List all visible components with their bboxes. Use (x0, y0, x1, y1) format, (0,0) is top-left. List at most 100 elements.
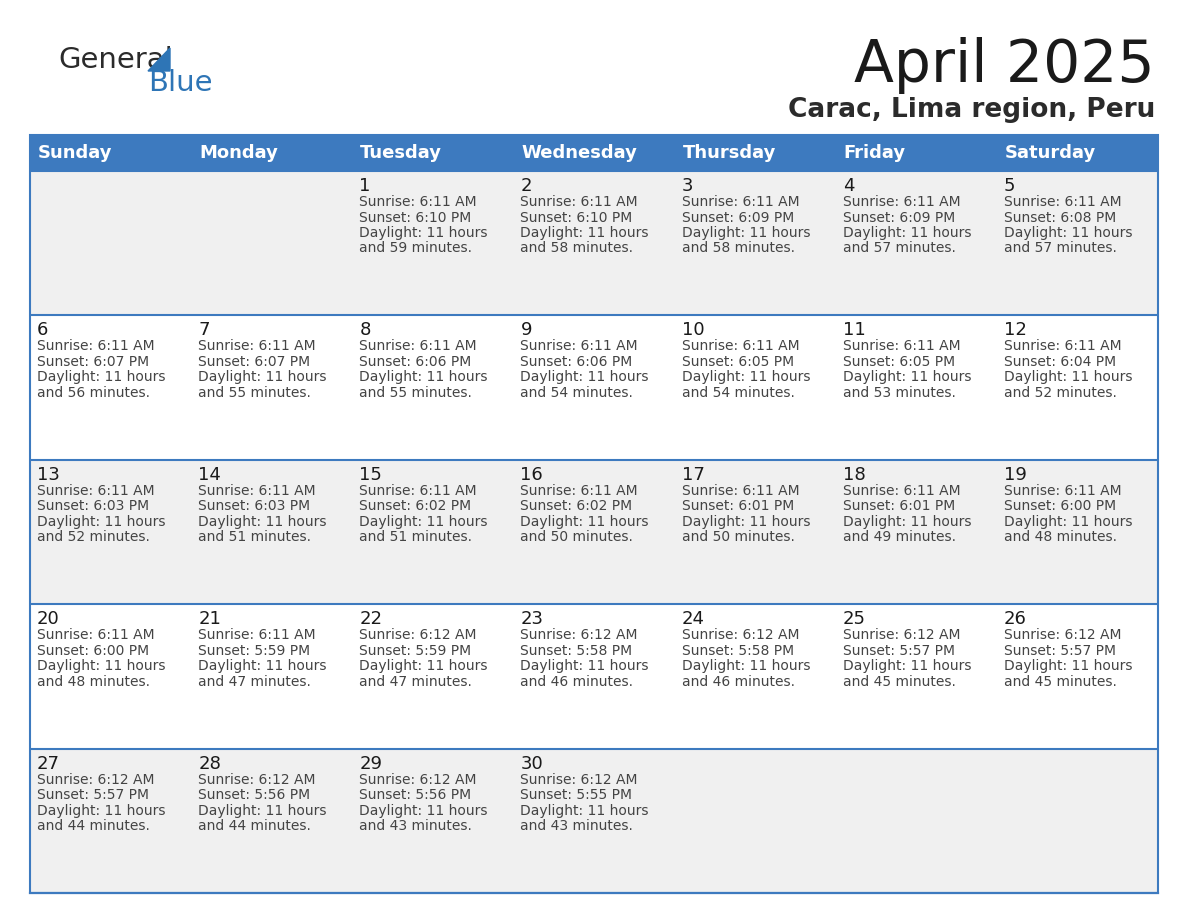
Text: and 47 minutes.: and 47 minutes. (359, 675, 472, 688)
Text: Sunset: 6:01 PM: Sunset: 6:01 PM (842, 499, 955, 513)
Text: and 57 minutes.: and 57 minutes. (1004, 241, 1117, 255)
Text: and 45 minutes.: and 45 minutes. (1004, 675, 1117, 688)
Text: and 51 minutes.: and 51 minutes. (359, 531, 473, 544)
Text: Daylight: 11 hours: Daylight: 11 hours (359, 803, 488, 818)
Text: Sunrise: 6:11 AM: Sunrise: 6:11 AM (359, 340, 476, 353)
Text: 29: 29 (359, 755, 383, 773)
Text: 14: 14 (198, 465, 221, 484)
Bar (30, 316, 1158, 460)
Bar (30, 135, 1158, 171)
Text: and 55 minutes.: and 55 minutes. (198, 386, 311, 400)
Text: Daylight: 11 hours: Daylight: 11 hours (682, 515, 810, 529)
Text: Sunrise: 6:11 AM: Sunrise: 6:11 AM (682, 340, 800, 353)
Text: Monday: Monday (200, 144, 278, 162)
Text: 25: 25 (842, 610, 866, 628)
Text: 12: 12 (1004, 321, 1026, 340)
Text: Sunset: 6:04 PM: Sunset: 6:04 PM (1004, 355, 1116, 369)
Text: 22: 22 (359, 610, 383, 628)
Text: Sunset: 6:02 PM: Sunset: 6:02 PM (359, 499, 472, 513)
Text: Sunset: 6:05 PM: Sunset: 6:05 PM (682, 355, 794, 369)
Text: Sunset: 6:10 PM: Sunset: 6:10 PM (359, 210, 472, 225)
Text: Daylight: 11 hours: Daylight: 11 hours (520, 803, 649, 818)
Text: and 53 minutes.: and 53 minutes. (842, 386, 955, 400)
Text: Daylight: 11 hours: Daylight: 11 hours (1004, 659, 1132, 673)
Text: Daylight: 11 hours: Daylight: 11 hours (37, 659, 165, 673)
Text: and 55 minutes.: and 55 minutes. (359, 386, 472, 400)
Text: Sunrise: 6:11 AM: Sunrise: 6:11 AM (1004, 484, 1121, 498)
Text: 7: 7 (198, 321, 209, 340)
Text: Daylight: 11 hours: Daylight: 11 hours (198, 370, 327, 385)
Text: and 45 minutes.: and 45 minutes. (842, 675, 955, 688)
Text: 6: 6 (37, 321, 49, 340)
Text: Sunrise: 6:11 AM: Sunrise: 6:11 AM (37, 628, 154, 643)
Text: Sunrise: 6:11 AM: Sunrise: 6:11 AM (842, 484, 960, 498)
Text: Sunset: 6:00 PM: Sunset: 6:00 PM (1004, 499, 1116, 513)
Text: Daylight: 11 hours: Daylight: 11 hours (682, 370, 810, 385)
Text: 11: 11 (842, 321, 866, 340)
Text: and 51 minutes.: and 51 minutes. (198, 531, 311, 544)
Text: Sunset: 6:06 PM: Sunset: 6:06 PM (359, 355, 472, 369)
Text: and 48 minutes.: and 48 minutes. (1004, 531, 1117, 544)
Text: and 47 minutes.: and 47 minutes. (198, 675, 311, 688)
Text: Daylight: 11 hours: Daylight: 11 hours (359, 659, 488, 673)
Text: Blue: Blue (148, 69, 213, 97)
Text: Sunset: 5:59 PM: Sunset: 5:59 PM (359, 644, 472, 657)
Text: Wednesday: Wednesday (522, 144, 637, 162)
Text: 8: 8 (359, 321, 371, 340)
Text: Sunrise: 6:11 AM: Sunrise: 6:11 AM (198, 484, 316, 498)
Text: and 52 minutes.: and 52 minutes. (37, 531, 150, 544)
Text: 26: 26 (1004, 610, 1026, 628)
Text: Sunset: 6:00 PM: Sunset: 6:00 PM (37, 644, 150, 657)
Bar (30, 604, 1158, 748)
Text: 9: 9 (520, 321, 532, 340)
Text: Sunset: 5:58 PM: Sunset: 5:58 PM (682, 644, 794, 657)
Text: Daylight: 11 hours: Daylight: 11 hours (359, 226, 488, 240)
Text: Thursday: Thursday (683, 144, 776, 162)
Text: Sunset: 6:10 PM: Sunset: 6:10 PM (520, 210, 633, 225)
Text: 17: 17 (682, 465, 704, 484)
Text: Sunrise: 6:11 AM: Sunrise: 6:11 AM (682, 484, 800, 498)
Polygon shape (148, 48, 170, 71)
Text: and 54 minutes.: and 54 minutes. (682, 386, 795, 400)
Text: Sunset: 6:09 PM: Sunset: 6:09 PM (842, 210, 955, 225)
Text: Sunrise: 6:11 AM: Sunrise: 6:11 AM (520, 195, 638, 209)
Text: Sunset: 6:08 PM: Sunset: 6:08 PM (1004, 210, 1116, 225)
Text: Daylight: 11 hours: Daylight: 11 hours (842, 226, 972, 240)
Text: Sunset: 6:06 PM: Sunset: 6:06 PM (520, 355, 633, 369)
Text: Sunset: 6:07 PM: Sunset: 6:07 PM (37, 355, 150, 369)
Text: 18: 18 (842, 465, 866, 484)
Text: and 50 minutes.: and 50 minutes. (520, 531, 633, 544)
Text: Daylight: 11 hours: Daylight: 11 hours (520, 515, 649, 529)
Text: Sunrise: 6:11 AM: Sunrise: 6:11 AM (37, 484, 154, 498)
Text: Sunrise: 6:12 AM: Sunrise: 6:12 AM (359, 773, 476, 787)
Text: Sunrise: 6:11 AM: Sunrise: 6:11 AM (842, 195, 960, 209)
Text: Sunrise: 6:11 AM: Sunrise: 6:11 AM (682, 195, 800, 209)
Text: Daylight: 11 hours: Daylight: 11 hours (1004, 370, 1132, 385)
Text: and 52 minutes.: and 52 minutes. (1004, 386, 1117, 400)
Text: Tuesday: Tuesday (360, 144, 442, 162)
Text: Sunset: 6:09 PM: Sunset: 6:09 PM (682, 210, 794, 225)
Text: Sunrise: 6:12 AM: Sunrise: 6:12 AM (1004, 628, 1121, 643)
Text: and 56 minutes.: and 56 minutes. (37, 386, 150, 400)
Text: Sunset: 6:03 PM: Sunset: 6:03 PM (37, 499, 150, 513)
Text: Daylight: 11 hours: Daylight: 11 hours (520, 226, 649, 240)
Text: Daylight: 11 hours: Daylight: 11 hours (37, 515, 165, 529)
Text: 3: 3 (682, 177, 693, 195)
Text: and 58 minutes.: and 58 minutes. (520, 241, 633, 255)
Text: Daylight: 11 hours: Daylight: 11 hours (520, 659, 649, 673)
Text: Friday: Friday (843, 144, 905, 162)
Text: Sunset: 5:57 PM: Sunset: 5:57 PM (1004, 644, 1116, 657)
Text: Sunset: 5:55 PM: Sunset: 5:55 PM (520, 788, 632, 802)
Text: Sunset: 6:07 PM: Sunset: 6:07 PM (198, 355, 310, 369)
Text: Sunrise: 6:12 AM: Sunrise: 6:12 AM (682, 628, 800, 643)
Text: Daylight: 11 hours: Daylight: 11 hours (359, 515, 488, 529)
Text: Daylight: 11 hours: Daylight: 11 hours (1004, 515, 1132, 529)
Text: and 44 minutes.: and 44 minutes. (37, 819, 150, 834)
Text: 10: 10 (682, 321, 704, 340)
Text: and 46 minutes.: and 46 minutes. (520, 675, 633, 688)
Text: 4: 4 (842, 177, 854, 195)
Text: 20: 20 (37, 610, 59, 628)
Text: 15: 15 (359, 465, 383, 484)
Text: Sunset: 5:59 PM: Sunset: 5:59 PM (198, 644, 310, 657)
Text: 23: 23 (520, 610, 543, 628)
